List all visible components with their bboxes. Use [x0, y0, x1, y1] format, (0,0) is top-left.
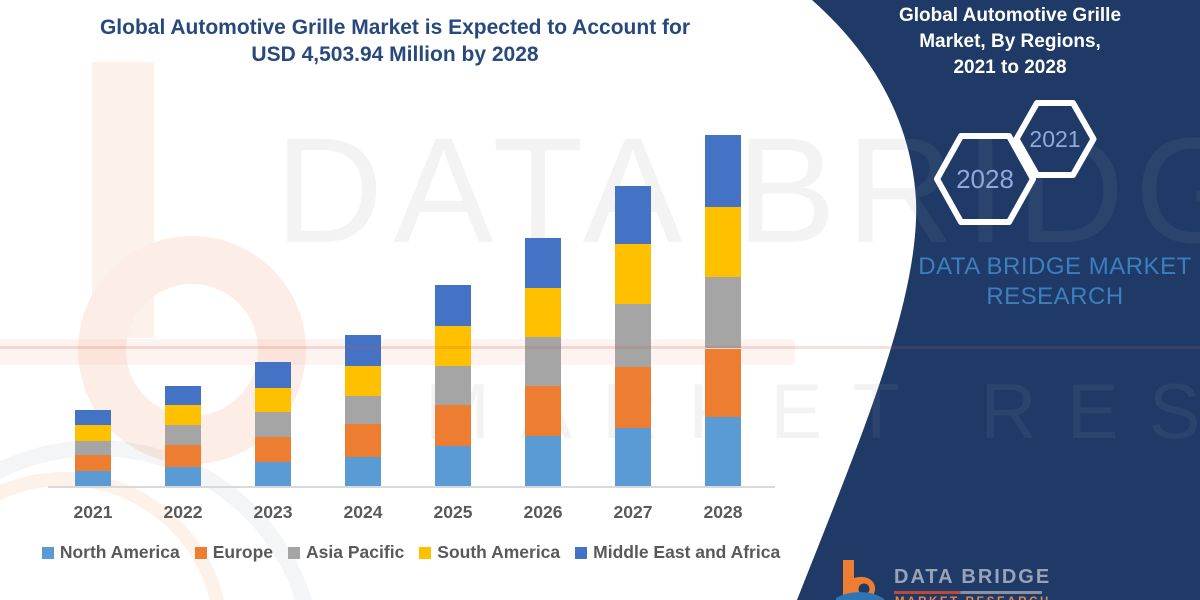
legend-swatch-icon [194, 546, 207, 559]
x-axis-label-2027: 2027 [613, 502, 653, 522]
bar-segment-2025-south-america [435, 326, 471, 367]
legend-swatch-icon [288, 546, 301, 559]
panel-brand-text: DATA BRIDGE MARKET RESEARCH [910, 252, 1200, 312]
bar-segment-2023-north-america [255, 461, 291, 487]
hexagon-2021-label: 2021 [1029, 126, 1080, 152]
bar-segment-2021-middle-east-and-africa [75, 409, 111, 425]
watermark-red-line [0, 346, 1200, 349]
bar-segment-2026-europe [525, 385, 561, 436]
bar-segment-2028-asia-pacific [705, 276, 741, 349]
logo-subtitle: MARKET RESEARCH [895, 596, 1051, 600]
bar-segment-2024-middle-east-and-africa [345, 335, 381, 367]
x-axis-line [48, 486, 775, 488]
panel-brand-line2: RESEARCH [986, 283, 1124, 310]
x-axis-label-2023: 2023 [253, 502, 293, 522]
logo-underline [894, 591, 1042, 594]
chart-title: Global Automotive Grille Market is Expec… [55, 14, 735, 68]
chart-title-line2: USD 4,503.94 Million by 2028 [251, 43, 539, 66]
bar-segment-2023-europe [255, 436, 291, 462]
bar-segment-2022-south-america [165, 405, 201, 425]
bar-segment-2025-asia-pacific [435, 366, 471, 405]
legend-label: Middle East and Africa [593, 542, 781, 562]
legend-item-north-america: North America [41, 542, 180, 563]
bar-segment-2027-asia-pacific [615, 304, 651, 367]
bar-segment-2028-south-america [705, 206, 741, 277]
panel-title-line2: Market, By Regions, [919, 31, 1101, 52]
bar-segment-2027-south-america [615, 244, 651, 305]
bar-segment-2021-north-america [75, 470, 111, 487]
bar-segment-2028-europe [705, 348, 741, 417]
legend-item-south-america: South America [419, 542, 560, 563]
bar-segment-2023-middle-east-and-africa [255, 361, 291, 389]
bar-segment-2028-middle-east-and-africa [705, 134, 741, 207]
bar-segment-2022-asia-pacific [165, 424, 201, 445]
bar-segment-2021-asia-pacific [75, 440, 111, 455]
chart-title-line1: Global Automotive Grille Market is Expec… [99, 16, 691, 39]
bar-segment-2025-middle-east-and-africa [435, 285, 471, 327]
bar-segment-2028-north-america [705, 416, 741, 487]
bar-segment-2026-asia-pacific [525, 337, 561, 386]
watermark-pink-band [0, 339, 795, 365]
bar-segment-2024-north-america [345, 457, 381, 487]
bar-segment-2027-north-america [615, 427, 651, 487]
bar-segment-2026-north-america [525, 435, 561, 487]
bar-segment-2023-asia-pacific [255, 411, 291, 437]
x-axis-label-2026: 2026 [523, 502, 563, 522]
legend-label: Asia Pacific [306, 542, 405, 562]
panel-brand-line1: DATA BRIDGE MARKET [918, 253, 1192, 280]
legend-label: Europe [212, 542, 274, 562]
logo-name: DATA BRIDGE [894, 566, 1052, 588]
bar-segment-2024-asia-pacific [345, 395, 381, 424]
legend-swatch-icon [41, 546, 54, 559]
legend-label: North America [59, 542, 180, 562]
legend-label: South America [437, 542, 561, 562]
x-axis-label-2021: 2021 [73, 502, 113, 522]
x-axis-label-2025: 2025 [433, 502, 473, 522]
panel-title-line3: 2021 to 2028 [953, 57, 1067, 78]
logo-b-icon [836, 560, 884, 600]
legend-swatch-icon [419, 546, 432, 559]
bar-segment-2023-south-america [255, 388, 291, 412]
hexagon-2028-label: 2028 [956, 164, 1014, 194]
bar-segment-2021-south-america [75, 424, 111, 441]
x-axis-label-2024: 2024 [343, 502, 383, 522]
x-axis-label-2028: 2028 [703, 502, 743, 522]
hexagon-2021 [1013, 100, 1097, 178]
legend-swatch-icon [575, 546, 588, 559]
bar-segment-2024-south-america [345, 366, 381, 396]
hexagon-2028 [934, 133, 1036, 225]
panel-title-line1: Global Automotive Grille [898, 5, 1122, 26]
bar-segment-2022-middle-east-and-africa [165, 385, 201, 406]
legend-item-europe: Europe [194, 542, 274, 563]
company-logo: DATA BRIDGE MARKET RESEARCH [836, 558, 1166, 600]
panel-title: Global Automotive Grille Market, By Regi… [860, 3, 1160, 81]
bar-segment-2025-europe [435, 404, 471, 446]
bar-segment-2021-europe [75, 454, 111, 471]
bar-segment-2022-europe [165, 444, 201, 468]
x-axis-label-2022: 2022 [163, 502, 203, 522]
legend-item-asia-pacific: Asia Pacific [288, 542, 404, 563]
bar-segment-2027-middle-east-and-africa [615, 185, 651, 244]
bar-segment-2027-europe [615, 366, 651, 428]
bar-segment-2024-europe [345, 423, 381, 458]
legend-item-middle-east-and-africa: Middle East and Africa [575, 542, 780, 563]
bar-segment-2026-south-america [525, 288, 561, 338]
bar-segment-2026-middle-east-and-africa [525, 238, 561, 289]
bar-segment-2025-north-america [435, 445, 471, 487]
plot-area: 2021 2022 2023 2024 2025 2026 2027 2028 [55, 127, 775, 522]
legend: North America Europe Asia Pacific South Ame… [41, 542, 780, 563]
bar-segment-2022-north-america [165, 467, 201, 487]
